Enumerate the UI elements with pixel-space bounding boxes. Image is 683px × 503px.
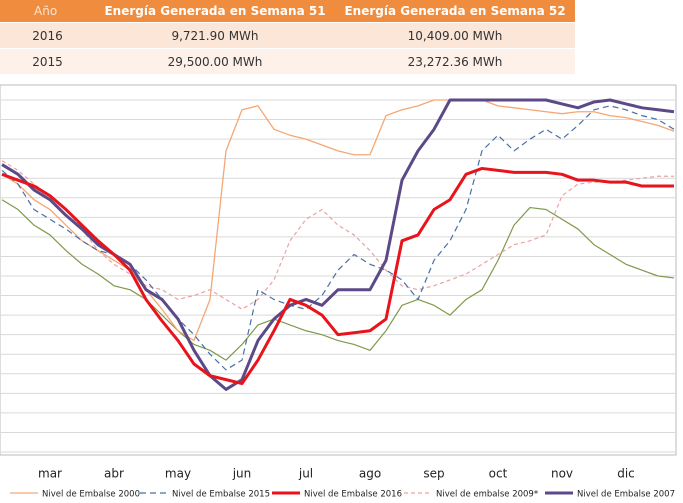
x-tick-label: oct (489, 467, 508, 481)
plot-frame (0, 84, 677, 456)
series-line (1, 105, 675, 371)
legend-label: Nivel de Embalse 2016 (304, 490, 402, 500)
series-line (1, 160, 674, 310)
legend-label: Nivel de Embalse 2000 (42, 490, 140, 500)
x-tick-label: mar (38, 467, 62, 481)
cell: 9,721.90 MWh (95, 22, 335, 49)
energy-table: Año Energía Generada en Semana 51 Energí… (0, 0, 575, 74)
series-line (1, 199, 675, 361)
row: 2016 9,721.90 MWh 10,409.00 MWh (0, 22, 575, 49)
x-tick-label: nov (551, 467, 573, 481)
x-tick-label: jul (298, 467, 313, 481)
header-row: Año Energía Generada en Semana 51 Energí… (0, 0, 575, 23)
x-tick-label: ago (359, 467, 381, 481)
x-tick-label: may (165, 467, 191, 481)
header-cell: Año (0, 0, 95, 23)
x-tick-label: jun (232, 467, 252, 481)
cell: 2015 (0, 48, 95, 74)
header-cell: Energía Generada en Semana 51 (95, 0, 335, 23)
row: 2015 29,500.00 MWh 23,272.36 MWh (0, 48, 575, 74)
legend-label: Nivel de embalse 2009* (436, 490, 538, 500)
series-line (1, 166, 674, 386)
legend-label: Nivel de Embalse 2007 (577, 490, 675, 500)
x-tick-label: abr (104, 467, 124, 481)
cell: 23,272.36 MWh (335, 48, 575, 74)
x-tick-label: sep (423, 467, 444, 481)
cell: 10,409.00 MWh (335, 22, 575, 49)
legend-label: Nivel de Embalse 2015 (172, 490, 270, 500)
cell: 29,500.00 MWh (95, 48, 335, 74)
header-cell: Energía Generada en Semana 52 (335, 0, 575, 23)
series-line (1, 99, 675, 342)
cell: 2016 (0, 22, 95, 49)
x-tick-label: dic (617, 467, 635, 481)
